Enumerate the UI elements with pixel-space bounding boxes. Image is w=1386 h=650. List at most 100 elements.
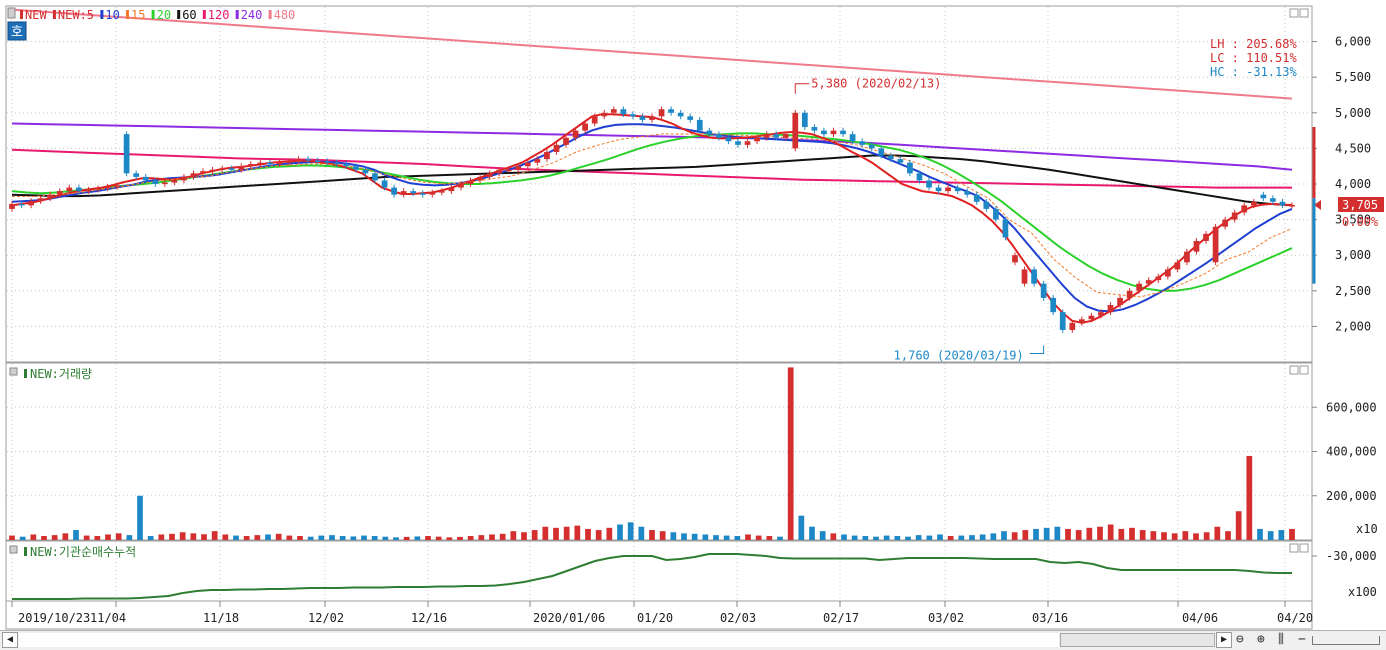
panel-menu-icon[interactable] — [7, 7, 16, 19]
candle — [343, 164, 350, 167]
legend-label-10[interactable]: 10 — [105, 8, 119, 22]
legend-label-60[interactable]: 60 — [182, 8, 196, 22]
institution-panel[interactable] — [5, 540, 1313, 602]
candle — [1126, 290, 1133, 298]
candle — [238, 166, 245, 170]
candle — [381, 180, 388, 188]
high-marker — [794, 83, 810, 94]
price-close-button[interactable] — [1299, 8, 1309, 18]
price-minimize-button[interactable] — [1289, 8, 1299, 18]
volume-y-label: 400,000 — [1326, 445, 1377, 459]
zoom-in-icon[interactable]: ⊕ — [1257, 632, 1265, 647]
volume-bar — [126, 535, 133, 540]
scroll-right-button[interactable]: ▶ — [1216, 632, 1232, 648]
legend-label-15[interactable]: 15 — [131, 8, 145, 22]
ma-10-line — [11, 123, 1293, 313]
volume-bar — [297, 536, 303, 540]
legend-label-240[interactable]: 240 — [241, 8, 263, 22]
candle — [524, 162, 531, 167]
volume-close-button[interactable] — [1299, 365, 1309, 375]
candle — [1012, 255, 1018, 263]
volume-bar — [339, 536, 346, 540]
volume-bar — [659, 531, 666, 540]
volume-bar — [638, 526, 645, 540]
institution-minimize-button[interactable] — [1289, 543, 1299, 553]
legend-label-new5[interactable]: NEW:5 — [58, 8, 94, 22]
candle — [821, 130, 827, 135]
volume-bar — [1278, 530, 1285, 540]
indicator-badge-label: 호 — [11, 25, 23, 40]
volume-bar — [915, 535, 922, 540]
x-axis-label: 2019/10/23 — [18, 611, 90, 625]
last-price-pointer — [1314, 200, 1321, 211]
candle — [1184, 251, 1190, 263]
scroll-track[interactable] — [19, 633, 1059, 647]
legend-label-120[interactable]: 120 — [208, 8, 230, 22]
volume-bar — [819, 531, 826, 540]
volume-bar — [1011, 532, 1018, 540]
candle — [161, 182, 168, 185]
zoom-out-icon[interactable]: ⊖ — [1236, 632, 1244, 647]
candle — [544, 151, 550, 160]
volume-bar — [19, 536, 26, 540]
legend-label-480[interactable]: 480 — [274, 8, 296, 22]
bar-count-icon[interactable]: ⫼ — [1278, 632, 1284, 647]
candle — [505, 169, 512, 172]
volume-bar — [1161, 532, 1167, 540]
scroll-thumb[interactable] — [1060, 633, 1215, 647]
volume-bar — [1033, 528, 1039, 540]
candle — [1136, 283, 1143, 291]
volume-bar — [275, 533, 282, 540]
legend-label-new[interactable]: NEW — [25, 8, 47, 22]
volume-bar — [286, 535, 293, 540]
volume-bar — [201, 534, 207, 540]
candle — [1145, 280, 1152, 284]
chart-svg: 2019/10/23 11/04 11/18 12/02 12/16 2020/01/06… — [5, 5, 1384, 630]
legend-label-20[interactable]: 20 — [157, 8, 171, 22]
volume-bar — [457, 536, 463, 540]
x-axis-label: 02/17 — [823, 611, 859, 625]
x-axis-label: 12/16 — [411, 611, 447, 625]
volume-bar — [1075, 530, 1082, 540]
volume-bar — [841, 534, 847, 540]
institution-close-button[interactable] — [1299, 543, 1309, 553]
candle — [85, 189, 92, 192]
candle — [515, 166, 522, 170]
legend-swatch — [20, 10, 23, 19]
candle — [353, 166, 359, 170]
volume-bar — [585, 528, 591, 540]
volume-bar — [1289, 528, 1295, 540]
candle — [486, 173, 493, 177]
candle — [744, 141, 751, 145]
volume-minimize-button[interactable] — [1289, 365, 1299, 375]
volume-bar — [1043, 527, 1050, 540]
zoom-minus-icon[interactable]: − — [1298, 632, 1306, 647]
zoom-slider[interactable] — [1312, 636, 1380, 645]
low-annotation: 1,760 (2020/03/19) — [894, 348, 1024, 362]
indicator-badge[interactable] — [7, 21, 27, 41]
candle — [773, 134, 780, 138]
volume-bar — [563, 526, 570, 540]
change-label: 0.00% — [1342, 215, 1379, 229]
scroll-left-button[interactable]: ◀ — [2, 632, 18, 648]
volume-bar — [158, 534, 165, 540]
volume-bar — [222, 534, 229, 540]
volume-bar — [745, 534, 751, 540]
volume-bar — [830, 533, 837, 540]
volume-bar — [798, 515, 805, 540]
panel-menu-icon[interactable] — [9, 367, 18, 376]
candle — [754, 137, 760, 142]
candle — [1059, 312, 1066, 330]
candle — [496, 169, 503, 174]
volume-bar — [9, 535, 15, 540]
volume-bar — [73, 530, 79, 540]
candle — [572, 130, 579, 138]
panel-menu-icon[interactable] — [9, 545, 18, 554]
volume-bar — [94, 536, 101, 540]
candle — [400, 191, 407, 195]
volume-bar — [446, 537, 453, 540]
candle — [1117, 297, 1123, 306]
chart-scrollbar[interactable]: ◀ ▶ ⊖ ⊕ ⫼ − — [0, 630, 1386, 650]
institution-unit: x100 — [1348, 585, 1377, 599]
